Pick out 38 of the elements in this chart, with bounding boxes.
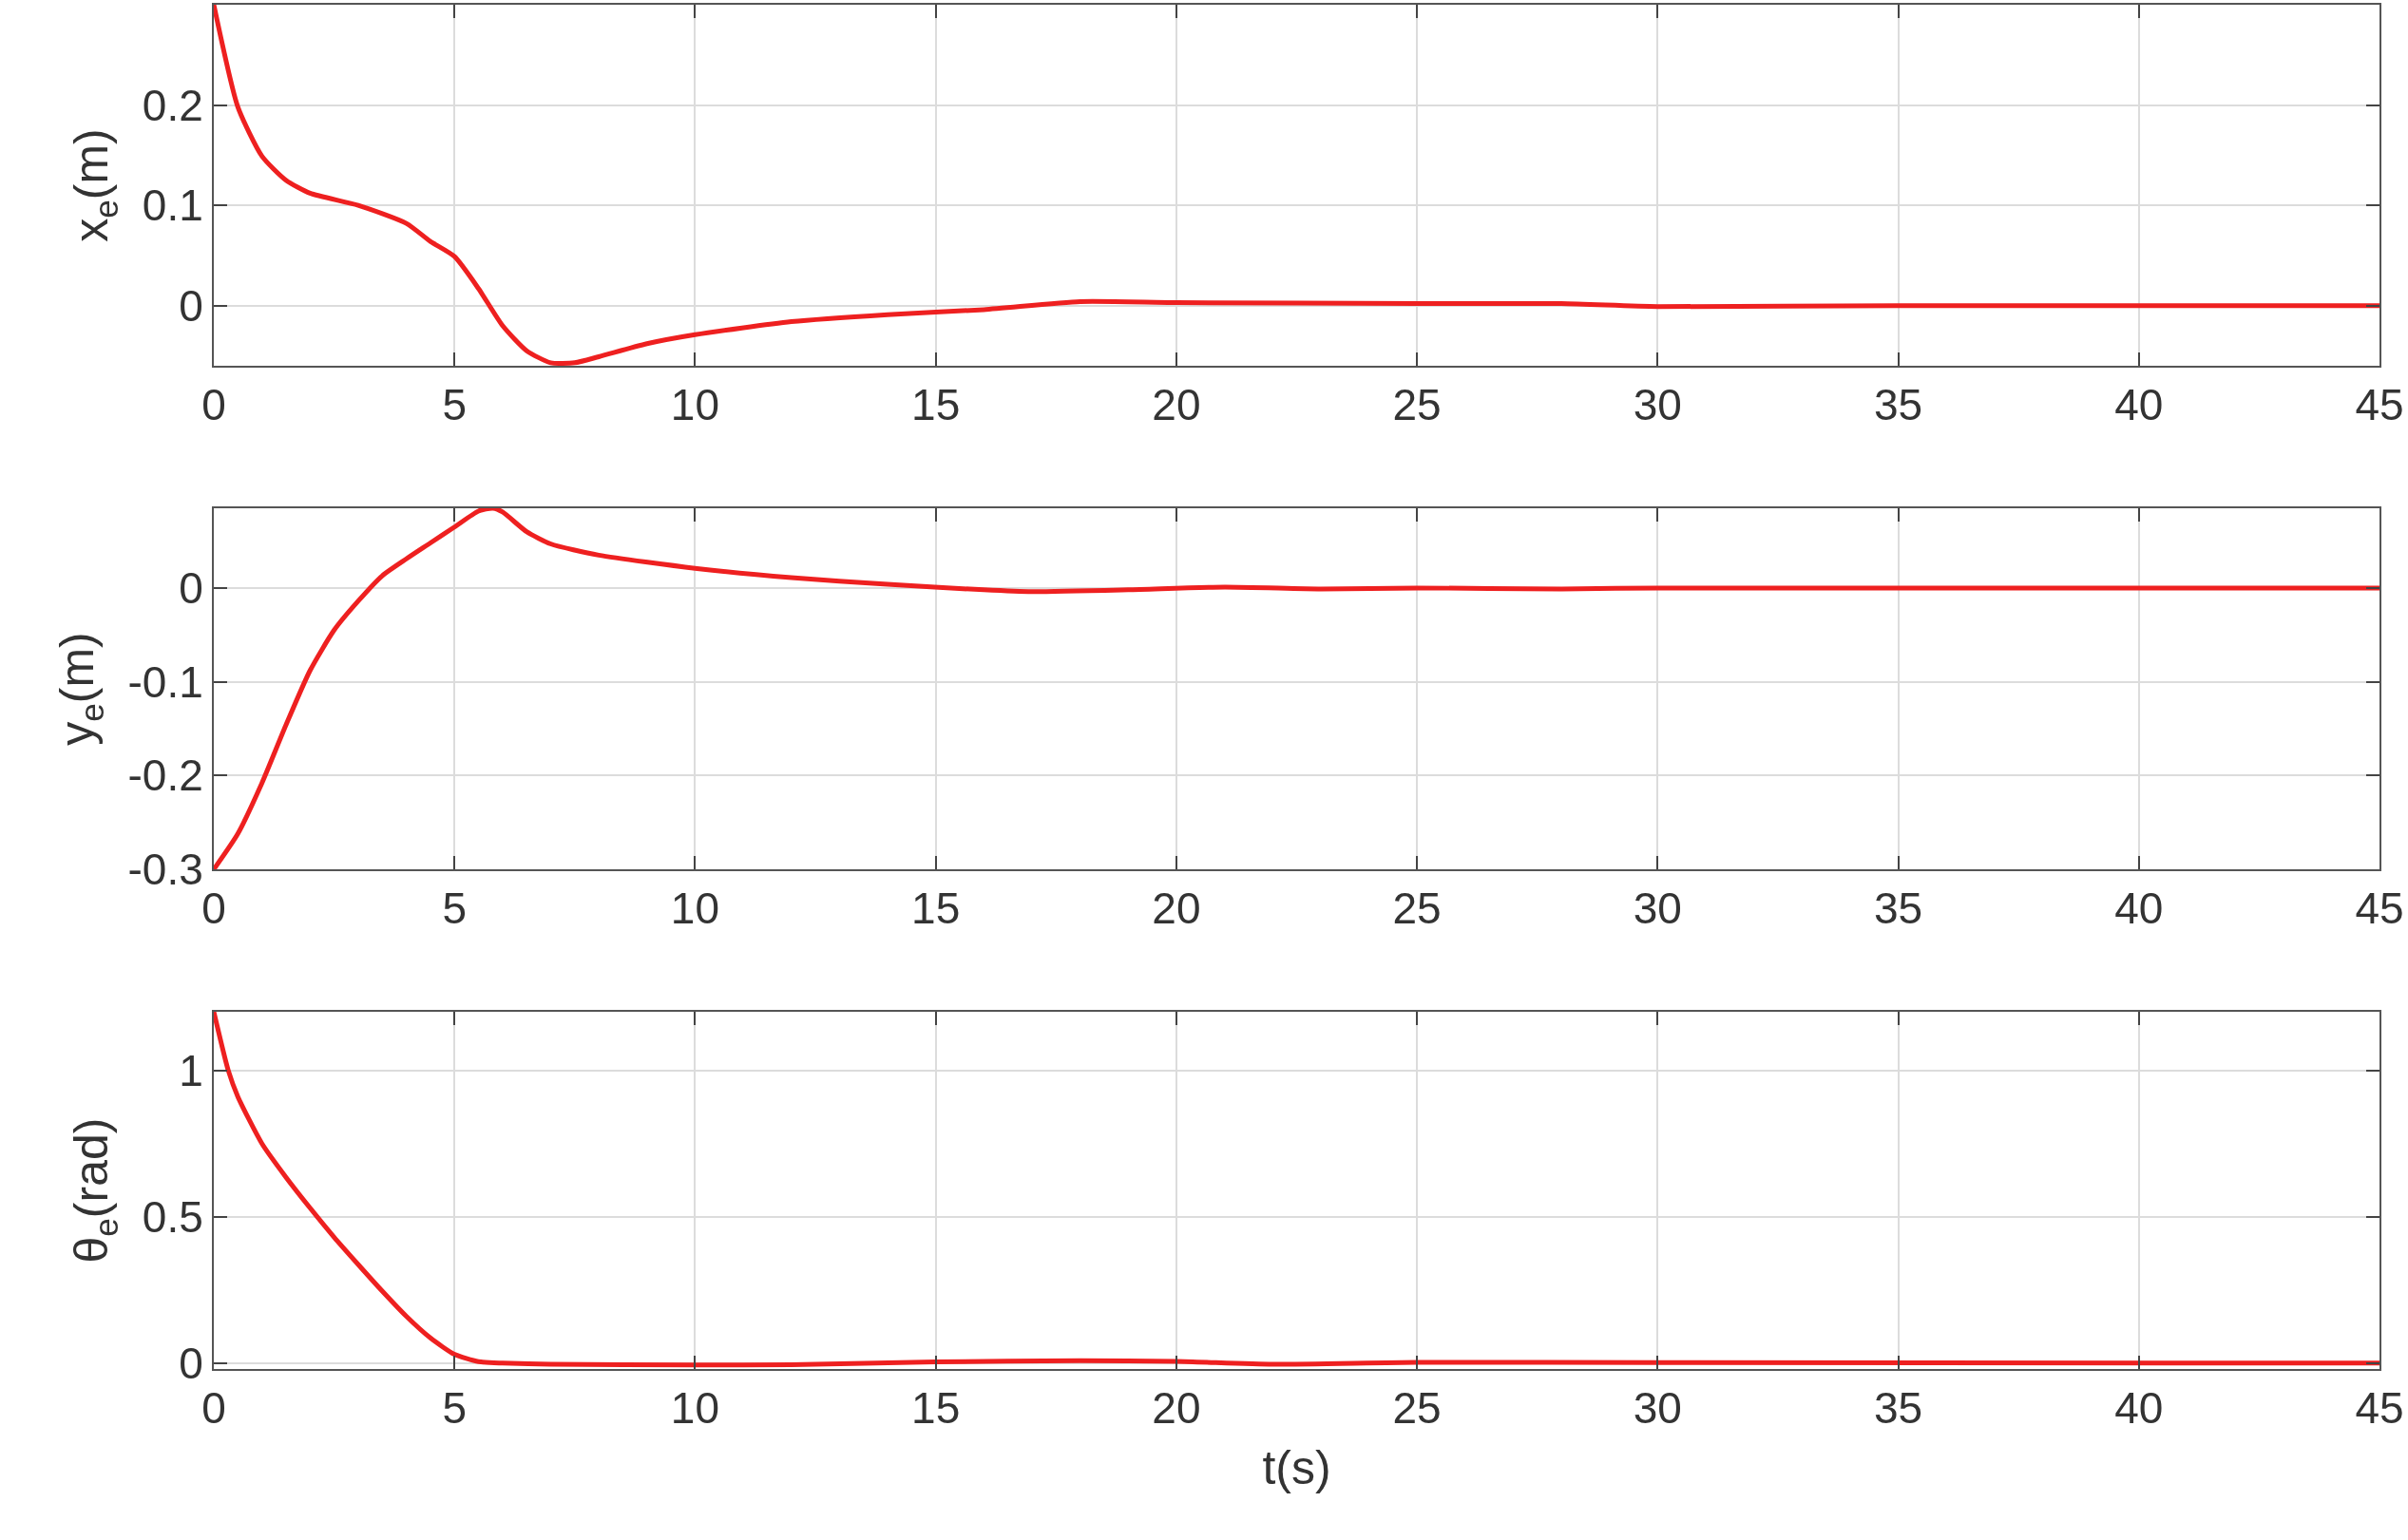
- x-tick-label: 40: [2114, 1383, 2164, 1434]
- y-tick-label: 0: [179, 563, 203, 613]
- y-tick-label: 0: [179, 1338, 203, 1388]
- x-tick-label: 15: [911, 380, 961, 430]
- x-tick-label: 35: [1873, 380, 1923, 430]
- x-tick-label: 20: [1152, 1383, 1201, 1434]
- x-tick-label: 5: [442, 380, 468, 430]
- y-tick-label: -0.2: [127, 751, 203, 801]
- x-tick-label: 30: [1633, 380, 1682, 430]
- x-tick-label: 45: [2355, 884, 2404, 934]
- y-tick-label: 0: [179, 280, 203, 331]
- y-tick-label: -0.1: [127, 656, 203, 707]
- y-tick-label: 1: [179, 1045, 203, 1095]
- x-tick-label: 15: [911, 1383, 961, 1434]
- x-tick-label: 35: [1873, 884, 1923, 934]
- x-tick-label: 10: [670, 1383, 720, 1434]
- x-tick-label: 35: [1873, 1383, 1923, 1434]
- x-tick-label: 30: [1633, 884, 1682, 934]
- x-tick-label: 25: [1392, 884, 1442, 934]
- x-tick-label: 30: [1633, 1383, 1682, 1434]
- x-tick-label: 5: [442, 884, 468, 934]
- y-tick-label: 0.2: [142, 80, 203, 130]
- x-axis-title: t(s): [1262, 1441, 1331, 1495]
- x-tick-label: 15: [911, 884, 961, 934]
- x-tick-label: 20: [1152, 884, 1201, 934]
- x-tick-label: 40: [2114, 884, 2164, 934]
- y-tick-label: -0.3: [127, 845, 203, 895]
- x-tick-label: 45: [2355, 1383, 2404, 1434]
- x-tick-label: 45: [2355, 380, 2404, 430]
- x-tick-label: 5: [442, 1383, 468, 1434]
- x-tick-label: 10: [670, 884, 720, 934]
- y-tick-label: 0.5: [142, 1191, 203, 1242]
- x-tick-label: 25: [1392, 1383, 1442, 1434]
- x-tick-label: 25: [1392, 380, 1442, 430]
- x-tick-label: 40: [2114, 380, 2164, 430]
- y-tick-label: 0.1: [142, 181, 203, 231]
- x-tick-label: 20: [1152, 380, 1201, 430]
- x-tick-label: 10: [670, 380, 720, 430]
